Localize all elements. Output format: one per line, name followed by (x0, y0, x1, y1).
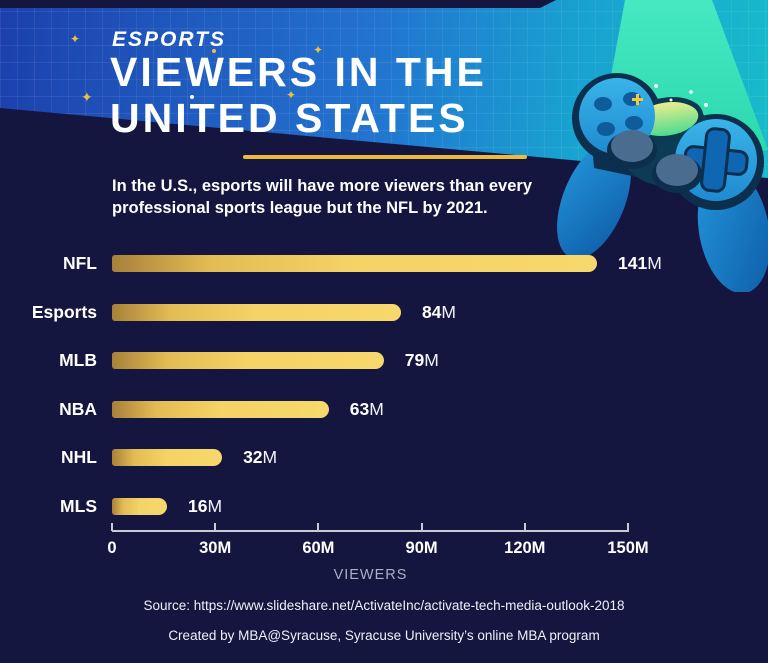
credit-text: Created by MBA@Syracuse, Syracuse Univer… (168, 628, 600, 643)
chart-row-nhl: NHL 32M (0, 447, 768, 467)
chart-row-esports: Esports 84M (0, 301, 768, 322)
category-label: NHL (61, 447, 97, 467)
page-title-line2: UNITED STATES (110, 95, 469, 141)
axis-tick-label: 0 (107, 539, 117, 557)
header-kicker: ESPORTS (112, 28, 226, 51)
chart-row-nfl: NFL 141M (0, 253, 768, 273)
bar-esports (112, 303, 401, 321)
axis-tick-label: 60M (302, 539, 335, 557)
subtitle-line2: professional sports league but the NFL b… (112, 199, 488, 217)
bar-mls (112, 497, 168, 515)
category-label: NFL (62, 253, 97, 273)
value-label: 84M (421, 301, 456, 322)
game-controller-icon (557, 73, 768, 292)
sparkle-dot (190, 95, 194, 99)
axis-tick (627, 523, 629, 531)
x-axis-label: VIEWERS (333, 567, 408, 583)
sparkle-dot (212, 49, 216, 53)
sparkle-icon (632, 94, 643, 105)
value-label: 63M (349, 398, 384, 419)
chart-row-mls: MLS 16M (0, 495, 768, 516)
axis-tick (111, 523, 113, 531)
analog-stick-icon (607, 130, 702, 193)
axis-tick-label: 90M (405, 539, 438, 557)
page-title-line1: VIEWERS IN THE (110, 49, 487, 95)
bar-mlb (112, 352, 384, 369)
value-label: 79M (404, 350, 439, 370)
axis-tick-label: 150M (607, 539, 649, 557)
value-label: 32M (243, 447, 278, 467)
bar-nfl (112, 255, 598, 272)
category-label: Esports (31, 301, 97, 322)
axis-tick-label: 120M (504, 539, 546, 557)
axis-tick (523, 523, 526, 531)
controller-illustration (557, 0, 768, 292)
axis-tick (420, 523, 423, 531)
bar-nhl (112, 449, 223, 466)
title-underline (243, 155, 527, 159)
bar-nba (112, 400, 329, 418)
chart-row-nba: NBA 63M (0, 398, 768, 419)
value-label: 16M (188, 495, 223, 516)
axis-tick-label: 30M (199, 539, 232, 557)
axis-tick (214, 523, 217, 531)
source-text: Source: https://www.slideshare.net/Activ… (143, 598, 625, 613)
axis-tick (317, 523, 320, 531)
x-axis-line (112, 530, 629, 532)
category-label: MLB (59, 350, 97, 370)
category-label: NBA (59, 398, 97, 419)
value-label: 141M (618, 253, 662, 273)
category-label: MLS (60, 495, 97, 516)
chart-row-mlb: MLB 79M (0, 350, 768, 370)
subtitle-line1: In the U.S., esports will have more view… (112, 177, 532, 195)
subtitle: In the U.S., esports will have more view… (112, 175, 532, 219)
